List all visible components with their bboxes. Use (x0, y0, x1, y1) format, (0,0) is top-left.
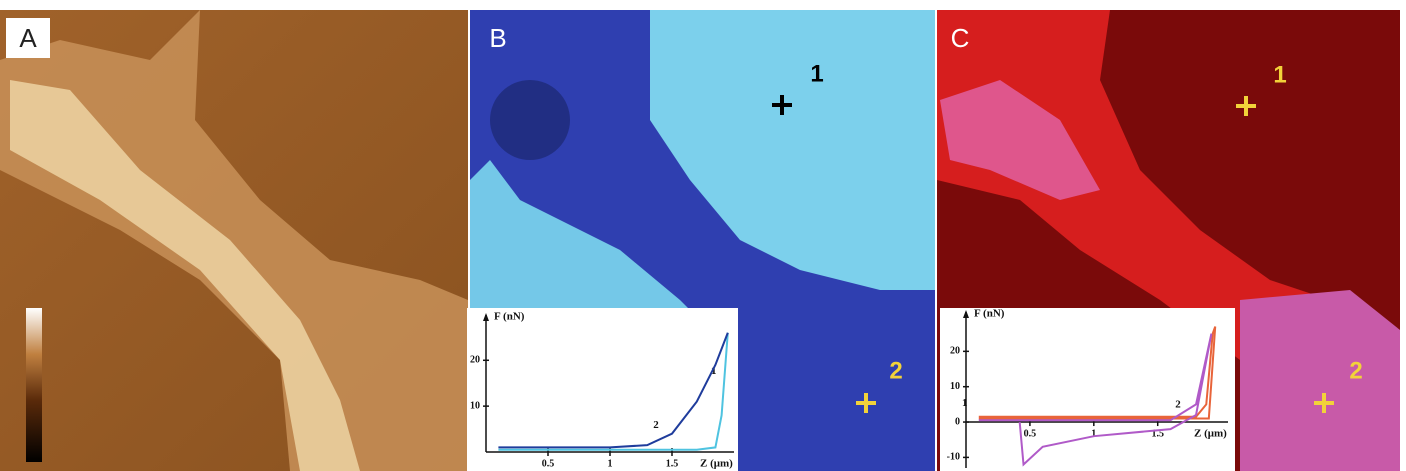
x-axis-label: Z (μm) (700, 458, 733, 470)
curve-label: 2 (653, 419, 659, 431)
y-tick-label: 20 (470, 355, 480, 366)
point-label: 1 (1273, 61, 1286, 88)
x-tick-label: 0.5 (1024, 428, 1037, 439)
x-tick-label: 0.5 (542, 458, 555, 469)
curve-label: 1 (711, 365, 717, 377)
point-label: 1 (810, 60, 823, 87)
curve-label: 1 (962, 397, 968, 409)
force-curve (978, 326, 1217, 420)
force-curve (498, 332, 729, 451)
curve-label: 2 (1175, 399, 1181, 411)
x-tick-label: 1.5 (1151, 428, 1164, 439)
point-label: 2 (1349, 357, 1362, 384)
y-tick-label: -10 (947, 452, 960, 463)
panel-a: A (0, 10, 468, 471)
force-curve (498, 332, 729, 449)
axis-arrow (963, 310, 969, 318)
y-tick-label: 10 (950, 381, 960, 392)
y-tick-label: 0 (955, 416, 960, 427)
panel-label: C (951, 23, 970, 53)
y-tick-label: 20 (950, 346, 960, 357)
panel-c: C 1 2 (937, 10, 1400, 471)
x-tick-label: 1 (1091, 428, 1096, 439)
point-label: 2 (889, 357, 902, 384)
panel-label: A (19, 23, 37, 53)
force-curve (978, 333, 1213, 467)
y-axis-label: F (nN) (494, 311, 525, 323)
x-tick-label: 1.5 (666, 458, 679, 469)
axis-arrow (483, 313, 489, 321)
panel-label: B (489, 23, 506, 53)
y-axis-label: F (nN) (974, 308, 1005, 320)
x-tick-label: 1 (608, 458, 613, 469)
x-axis-label: Z (μm) (1194, 428, 1227, 440)
y-tick-label: 10 (470, 400, 480, 411)
panel-b: B 1 2 (467, 10, 935, 471)
